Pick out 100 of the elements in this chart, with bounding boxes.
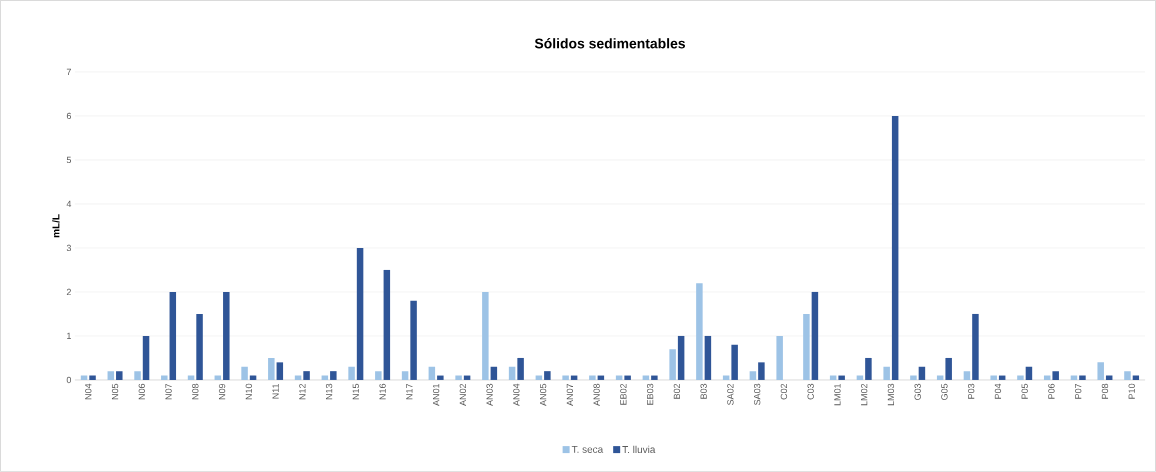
bar <box>375 371 382 381</box>
bar <box>356 248 364 381</box>
bar <box>677 336 685 381</box>
x-tick-label: N07 <box>165 384 172 400</box>
x-tick-label: AN01 <box>432 383 440 406</box>
bar <box>517 358 524 381</box>
bar <box>1124 371 1131 381</box>
x-tick-label: N05 <box>111 383 119 400</box>
chart-title: Sólidos sedimentables <box>534 38 686 49</box>
bar <box>990 375 997 381</box>
x-tick-label: N13 <box>325 383 333 400</box>
x-tick-label: P10 <box>1128 383 1135 399</box>
x-tick-label: G03 <box>914 383 921 401</box>
x-tick-label: N08 <box>192 383 199 400</box>
x-tick-label: B03 <box>700 383 707 399</box>
bar <box>276 362 284 381</box>
bar <box>107 371 115 381</box>
x-tick-label: N17 <box>406 384 413 400</box>
bar <box>589 375 596 381</box>
bar <box>891 115 899 381</box>
x-tick-label: P08 <box>1101 383 1109 399</box>
bar <box>348 366 355 381</box>
x-tick-label: LM01 <box>834 383 841 406</box>
bar <box>972 314 979 381</box>
bar <box>562 375 569 381</box>
y-axis-title: mL/L <box>52 214 60 238</box>
bar <box>490 366 498 381</box>
x-tick-label: LM02 <box>860 384 868 406</box>
x-tick-label: LM03 <box>887 383 895 406</box>
x-tick-label: EB02 <box>620 384 627 405</box>
bar <box>1025 366 1033 381</box>
bar <box>776 336 783 381</box>
x-tick-label: G05 <box>941 383 948 401</box>
bar <box>508 366 516 381</box>
x-tick-label: SA02 <box>727 384 734 406</box>
bar <box>455 375 462 381</box>
x-tick-label: AN08 <box>593 383 600 406</box>
x-tick-label: AN07 <box>566 384 574 406</box>
bar <box>704 336 712 381</box>
x-tick-label: N04 <box>85 383 92 400</box>
x-tick-label: N12 <box>299 384 306 400</box>
x-tick-label: C02 <box>780 384 788 400</box>
bar <box>169 292 177 381</box>
y-tick-label: 5 <box>66 156 72 164</box>
x-tick-label: P03 <box>968 383 975 399</box>
bar <box>196 314 203 381</box>
x-tick-label: P04 <box>994 383 1002 399</box>
x-tick-label: P07 <box>1075 384 1082 399</box>
bar <box>758 362 765 381</box>
y-tick-label: 6 <box>66 112 71 120</box>
bar <box>696 283 703 381</box>
bar <box>1079 375 1086 381</box>
bar <box>1097 362 1104 381</box>
x-tick-label: N16 <box>379 383 386 400</box>
legend-label: T. seca <box>571 445 604 453</box>
y-tick-label: 7 <box>66 68 71 76</box>
bar <box>268 358 275 381</box>
bar <box>803 314 810 381</box>
bar <box>963 371 971 381</box>
bar <box>731 344 738 381</box>
x-tick-label: EB03 <box>646 383 654 405</box>
bar <box>838 375 845 381</box>
x-tick-label: B02 <box>673 384 681 399</box>
bar <box>383 270 391 381</box>
bar <box>651 375 658 381</box>
x-tick-label: N10 <box>245 383 252 400</box>
bar <box>482 292 489 381</box>
x-tick-label: AN04 <box>513 383 520 406</box>
bar <box>669 349 676 381</box>
x-tick-label: N15 <box>352 383 359 400</box>
x-tick-label: SA03 <box>753 383 761 406</box>
y-tick-label: 4 <box>66 200 72 208</box>
x-tick-label: N06 <box>138 383 145 400</box>
bar <box>223 292 230 381</box>
x-tick-label: AN02 <box>459 384 467 406</box>
bar <box>883 366 890 381</box>
x-tick-label: P06 <box>1048 383 1055 399</box>
bar <box>303 371 310 381</box>
bar <box>1052 371 1059 381</box>
bar <box>437 375 444 381</box>
bar <box>865 358 872 381</box>
bar <box>116 371 123 381</box>
x-tick-label: N09 <box>218 383 226 400</box>
bar <box>624 375 631 381</box>
y-tick-label: 2 <box>66 288 71 296</box>
bar <box>241 366 248 381</box>
bar <box>544 371 551 381</box>
bar <box>410 300 417 381</box>
bar <box>142 336 150 381</box>
bar <box>161 375 168 381</box>
bar <box>330 371 337 381</box>
bar <box>428 366 436 381</box>
bar <box>945 358 952 381</box>
bar <box>910 375 917 381</box>
y-tick-label: 3 <box>66 244 71 252</box>
bar <box>811 292 819 381</box>
bar <box>749 371 757 381</box>
y-tick-label: 1 <box>67 332 71 340</box>
x-tick-label: C03 <box>807 383 814 400</box>
x-tick-label: N11 <box>272 383 279 399</box>
